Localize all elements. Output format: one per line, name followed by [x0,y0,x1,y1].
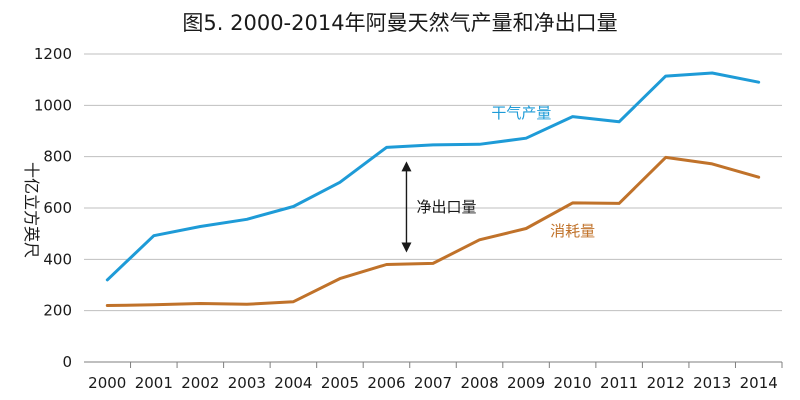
y-tick-label-0: 0 [62,353,72,371]
series-line-1 [105,71,761,282]
y-tick-label-1000: 1000 [34,96,72,114]
chart-title: 图5. 2000-2014年阿曼天然气产量和净出口量 [182,11,617,35]
x-tick-label-2005: 2005 [321,374,359,392]
x-tick-label-2002: 2002 [181,374,219,392]
series-label-2: 消耗量 [550,222,595,240]
y-tick-label-400: 400 [43,250,72,268]
series-lines [105,71,761,307]
x-tick-label-2012: 2012 [647,374,685,392]
axes [84,361,783,368]
y-tick-label-1200: 1200 [34,45,72,63]
x-tick-label-2000: 2000 [88,374,126,392]
series-label-1: 干气产量 [491,104,551,122]
x-tick-label-2011: 2011 [600,374,638,392]
y-axis-label: 十亿立方英尺 [22,162,41,258]
series-line-2 [105,155,761,307]
y-tick-label-600: 600 [43,199,72,217]
x-tick-label-2008: 2008 [460,374,498,392]
arrow-head-up [401,161,412,172]
y-tick-labels: 0 200 400 600 800 1000 1200 [34,45,72,371]
x-tick-label-2007: 2007 [414,374,452,392]
x-tick-label-2006: 2006 [367,374,405,392]
arrow-head-down [401,242,412,253]
x-tick-label-2001: 2001 [135,374,173,392]
y-tick-label-200: 200 [43,302,72,320]
net-export-label: 净出口量 [416,198,476,216]
x-tick-label-2010: 2010 [554,374,592,392]
net-export-arrow [401,161,412,253]
x-tick-label-2003: 2003 [228,374,266,392]
x-tick-label-2013: 2013 [693,374,731,392]
x-tick-label-2009: 2009 [507,374,545,392]
x-tick-label-2004: 2004 [274,374,312,392]
y-tick-label-800: 800 [43,148,72,166]
x-tick-labels: 2000 2001 2002 2003 2004 2005 2006 2007 2008 2009… [88,374,778,392]
x-tick-label-2014: 2014 [740,374,778,392]
gridlines [84,53,782,312]
